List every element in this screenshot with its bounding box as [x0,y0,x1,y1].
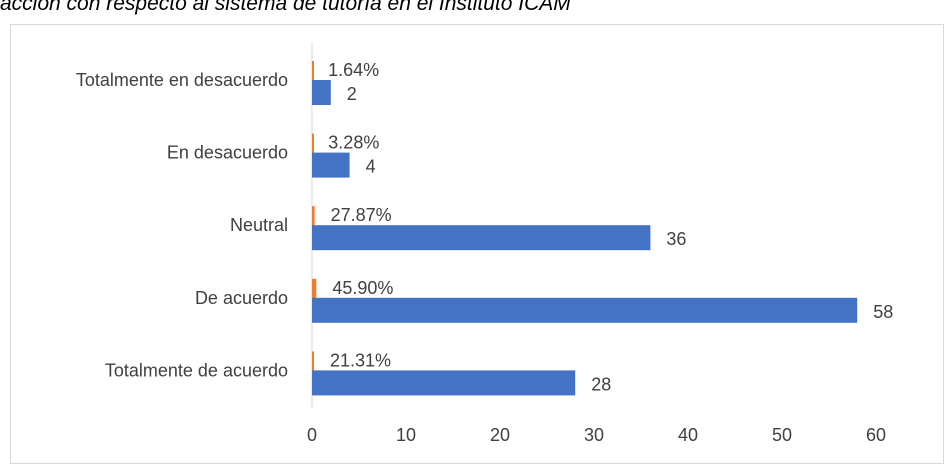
data-label-count-0: 2 [347,84,357,104]
bar-count-0 [312,80,331,105]
bar-count-2 [312,225,651,251]
category-labels: Totalmente en desacuerdo En desacuerdo Neu… [76,70,288,380]
bar-percent-3 [312,278,317,304]
category-label-1: En desacuerdo [167,143,288,163]
x-tick-label-3: 30 [584,425,604,445]
bar-percent-4 [312,351,315,377]
bar-count-3 [312,297,858,323]
data-label-percent-1: 3.28% [328,133,379,153]
x-tick-label-5: 50 [772,425,792,445]
bars [312,61,858,396]
data-label-count-2: 36 [666,229,686,249]
data-labels: 1.64% 2 3.28% 4 27.87% 36 45.90% 58 21.31% 28 [328,60,893,394]
data-label-percent-0: 1.64% [328,60,379,80]
category-label-3: De acuerdo [195,288,288,308]
x-tick-label-0: 0 [307,425,317,445]
x-tick-label-6: 60 [866,425,886,445]
data-label-count-4: 28 [591,374,611,394]
x-tick-label-4: 40 [678,425,698,445]
bar-percent-2 [312,206,315,232]
x-tick-label-2: 20 [490,425,510,445]
bar-percent-1 [312,133,314,159]
data-label-count-3: 58 [873,302,893,322]
x-tick-labels: 0 10 20 30 40 50 60 [307,425,886,445]
data-label-count-1: 4 [366,157,376,177]
figure-caption: acción con respecto al sistema de tutorí… [0,0,571,15]
category-label-4: Totalmente de acuerdo [105,360,288,380]
category-label-2: Neutral [230,215,288,235]
x-tick-label-1: 10 [396,425,416,445]
bar-count-1 [312,152,350,178]
data-label-percent-3: 45.90% [332,278,393,298]
bar-count-4 [312,370,576,396]
data-label-percent-2: 27.87% [331,205,392,225]
bar-percent-0 [312,61,314,86]
category-label-0: Totalmente en desacuerdo [76,70,288,90]
data-label-percent-4: 21.31% [330,350,391,370]
